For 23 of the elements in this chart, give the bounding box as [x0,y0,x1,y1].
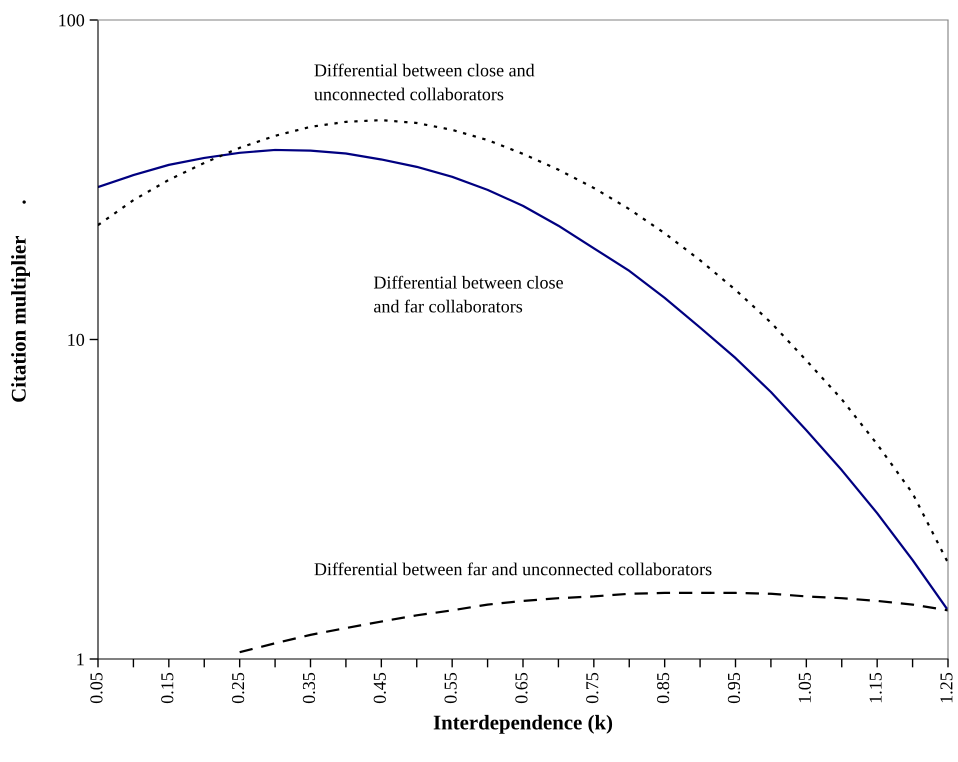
annotation: Differential between close and unconnected collaborators [314,64,534,100]
line-series [98,148,948,612]
x-tick-label: 1.15 [870,672,882,702]
x-tick-label: 0.05 [90,672,103,704]
x-tick-label: 0.15 [161,672,174,704]
x-tick-label: 0.85 [657,672,670,704]
x-tick-label: 1.05 [798,672,811,702]
x-axis-title: Interdependence (k) [434,714,612,734]
y-tick-label: 1 [77,653,84,666]
x-tick-label: 0.35 [302,672,316,704]
x-tick-label: 1.25 [940,672,953,702]
y-tick-label: 10 [68,334,84,346]
x-tick-label: 0.45 [374,672,386,704]
y-tick-label: 100 [59,14,84,26]
line-series [238,592,948,654]
x-tick-label: 0.55 [444,672,457,704]
x-tick-label: 0.75 [586,672,598,704]
annotation: Differential between close and far collaborators [374,276,563,313]
x-tick-label: 0.95 [728,672,740,704]
x-tick-label: 0.65 [515,672,528,704]
x-tick-label: 0.25 [232,672,244,704]
annotation: Differential between far and unconnected collaborators [314,562,712,576]
y-axis-title: Citation multiplier . [11,200,30,402]
